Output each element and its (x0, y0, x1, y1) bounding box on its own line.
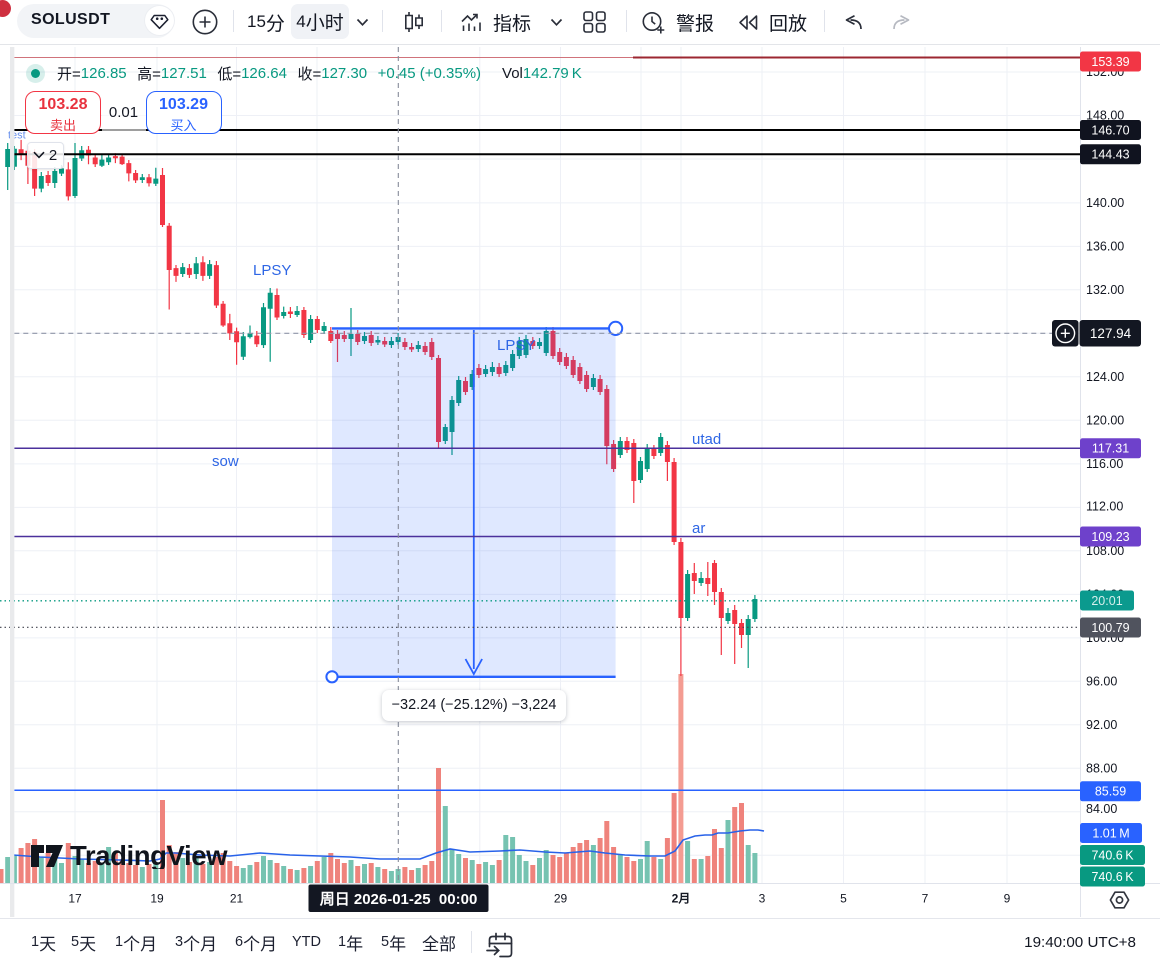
svg-text:3: 3 (759, 892, 766, 906)
svg-text:740.6 K: 740.6 K (1091, 848, 1134, 862)
svg-text:sow: sow (212, 453, 239, 470)
svg-text:116.00: 116.00 (1086, 457, 1123, 471)
svg-text:20:01: 20:01 (1091, 594, 1122, 608)
svg-text:100.79: 100.79 (1091, 621, 1129, 635)
svg-text:144.43: 144.43 (1091, 148, 1129, 162)
svg-text:108.00: 108.00 (1086, 544, 1124, 558)
svg-text:7: 7 (922, 892, 929, 906)
svg-text:146.70: 146.70 (1091, 123, 1129, 137)
svg-text:85.59: 85.59 (1095, 785, 1126, 799)
svg-text:124.00: 124.00 (1086, 370, 1124, 384)
svg-text:2月: 2月 (672, 892, 691, 906)
svg-text:21: 21 (230, 892, 244, 906)
svg-text:29: 29 (554, 892, 568, 906)
svg-text:148.00: 148.00 (1086, 109, 1124, 123)
svg-text:96.00: 96.00 (1086, 675, 1117, 689)
svg-text:17: 17 (68, 892, 82, 906)
svg-text:LPSY: LPSY (253, 262, 291, 279)
svg-text:84.00: 84.00 (1086, 802, 1117, 816)
svg-text:LPSY: LPSY (497, 337, 535, 354)
svg-text:740.6 K: 740.6 K (1091, 870, 1134, 884)
svg-text:153.39: 153.39 (1091, 55, 1129, 69)
svg-text:109.23: 109.23 (1091, 530, 1129, 544)
svg-text:140.00: 140.00 (1086, 196, 1124, 210)
svg-text:120.00: 120.00 (1086, 414, 1124, 428)
svg-text:utad: utad (692, 431, 721, 448)
svg-text:9: 9 (1004, 892, 1011, 906)
svg-text:1.01 M: 1.01 M (1092, 826, 1129, 840)
svg-text:5: 5 (840, 892, 847, 906)
svg-text:127.94: 127.94 (1090, 326, 1132, 341)
svg-text:ar: ar (692, 520, 705, 537)
svg-text:88.00: 88.00 (1086, 761, 1117, 775)
svg-text:132.00: 132.00 (1086, 283, 1124, 297)
svg-text:112.00: 112.00 (1086, 500, 1123, 514)
svg-text:19: 19 (150, 892, 164, 906)
svg-text:周日 2026-01-25 00:00: 周日 2026-01-25 00:00 (320, 891, 478, 908)
svg-text:92.00: 92.00 (1086, 718, 1117, 732)
svg-text:117.31: 117.31 (1092, 442, 1129, 456)
svg-text:TradingView: TradingView (70, 843, 228, 869)
svg-text:136.00: 136.00 (1086, 240, 1124, 254)
